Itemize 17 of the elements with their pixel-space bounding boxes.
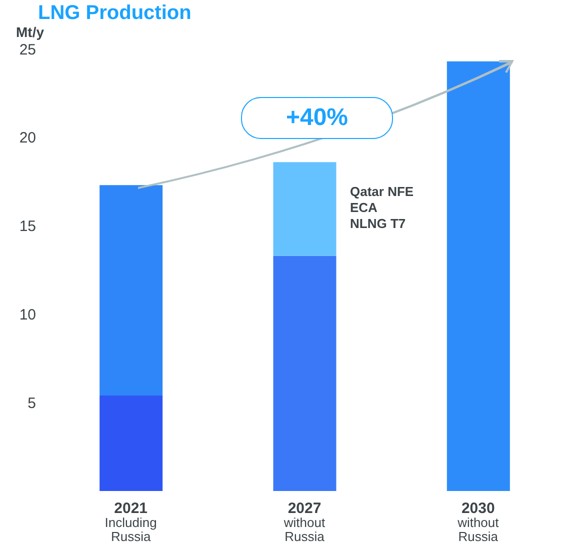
y-tick-label: 20: [19, 130, 36, 147]
chart-title: LNG Production: [38, 2, 192, 25]
bar: [100, 396, 163, 491]
x-tick-label: 2030 without Russia: [456, 500, 500, 544]
y-tick-label: 25: [19, 41, 36, 58]
annotation: Qatar NFE ECA NLNG T7: [350, 184, 414, 232]
rounded-callout: +40%: [241, 97, 393, 139]
x-tick-label: 2027 without Russia: [282, 500, 326, 544]
x-tick-label: 2021 Including Russia: [104, 500, 157, 544]
y-axis-title: Mt/y: [16, 24, 44, 40]
y-tick-label: 10: [19, 306, 36, 324]
y-tick-label: 5: [28, 394, 36, 412]
bar: [100, 185, 163, 396]
bar: [273, 256, 336, 491]
bar: [273, 162, 336, 256]
bar: [446, 61, 510, 491]
y-tick-label: 15: [19, 218, 36, 236]
